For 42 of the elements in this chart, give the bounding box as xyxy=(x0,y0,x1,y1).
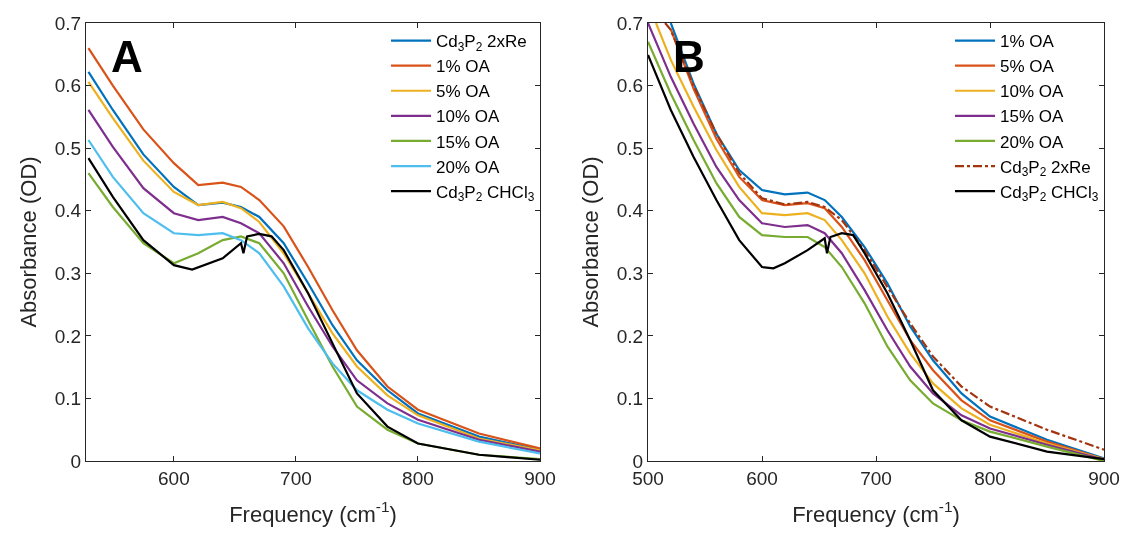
y-tick-label: 0.7 xyxy=(616,12,644,34)
y-tick-label: 0.4 xyxy=(54,200,82,222)
x-tick-label: 600 xyxy=(158,467,190,489)
legend-label: Cd$_{3}$P$_{2}$ 2xRe xyxy=(1000,157,1091,180)
legend-label: 15% OA xyxy=(1000,107,1064,127)
y-tick-label: 0.6 xyxy=(54,75,82,97)
x-tick-label: 900 xyxy=(524,467,556,489)
y-tick-label: 0.3 xyxy=(616,262,644,284)
legend-label: 1% OA xyxy=(1000,32,1055,52)
y-tick-label: 0.5 xyxy=(616,137,644,159)
y-tick-label: 0.3 xyxy=(54,262,82,284)
y-tick-label: 0.1 xyxy=(54,388,82,410)
y-tick-label: 0.1 xyxy=(616,388,644,410)
y-tick-label: 0.6 xyxy=(616,75,644,97)
y-axis-title: Absorbance (OD) xyxy=(15,156,41,328)
legend-label: 20% OA xyxy=(436,157,500,177)
legend-label: 20% OA xyxy=(1000,132,1064,152)
legend-label: 5% OA xyxy=(1000,57,1055,77)
y-tick-label: 0.2 xyxy=(54,325,82,347)
y-tick-label: 0.5 xyxy=(54,137,82,159)
y-tick-label: 0.4 xyxy=(616,200,644,222)
y-tick-label: 0 xyxy=(70,450,82,472)
legend-label: Cd$_{3}$P$_{2}$ CHCl$_{3}$ xyxy=(1000,182,1099,205)
legend-label: 10% OA xyxy=(1000,82,1064,102)
x-axis-title: Frequency (cm$^{-1}$) xyxy=(229,498,397,527)
legend-label: Cd$_{3}$P$_{2}$ CHCl$_{3}$ xyxy=(436,182,535,205)
x-axis-title: Frequency (cm$^{-1}$) xyxy=(792,498,960,527)
legend-label: Cd$_{3}$P$_{2}$ 2xRe xyxy=(436,32,527,54)
legend-label: 5% OA xyxy=(436,82,491,102)
legend-label: 10% OA xyxy=(436,107,500,127)
y-tick-label: 0.2 xyxy=(616,325,644,347)
x-tick-label: 700 xyxy=(860,467,892,489)
x-tick-label: 700 xyxy=(280,467,312,489)
y-tick-label: 0.7 xyxy=(54,12,82,34)
x-tick-label: 800 xyxy=(402,467,434,489)
legend-label: 1% OA xyxy=(436,57,491,77)
x-tick-label: 800 xyxy=(974,467,1006,489)
y-axis-title: Absorbance (OD) xyxy=(577,156,603,328)
x-tick-label: 900 xyxy=(1088,467,1120,489)
x-tick-label: 600 xyxy=(746,467,778,489)
legend-label: 15% OA xyxy=(436,132,500,152)
annotation: A xyxy=(111,32,143,81)
